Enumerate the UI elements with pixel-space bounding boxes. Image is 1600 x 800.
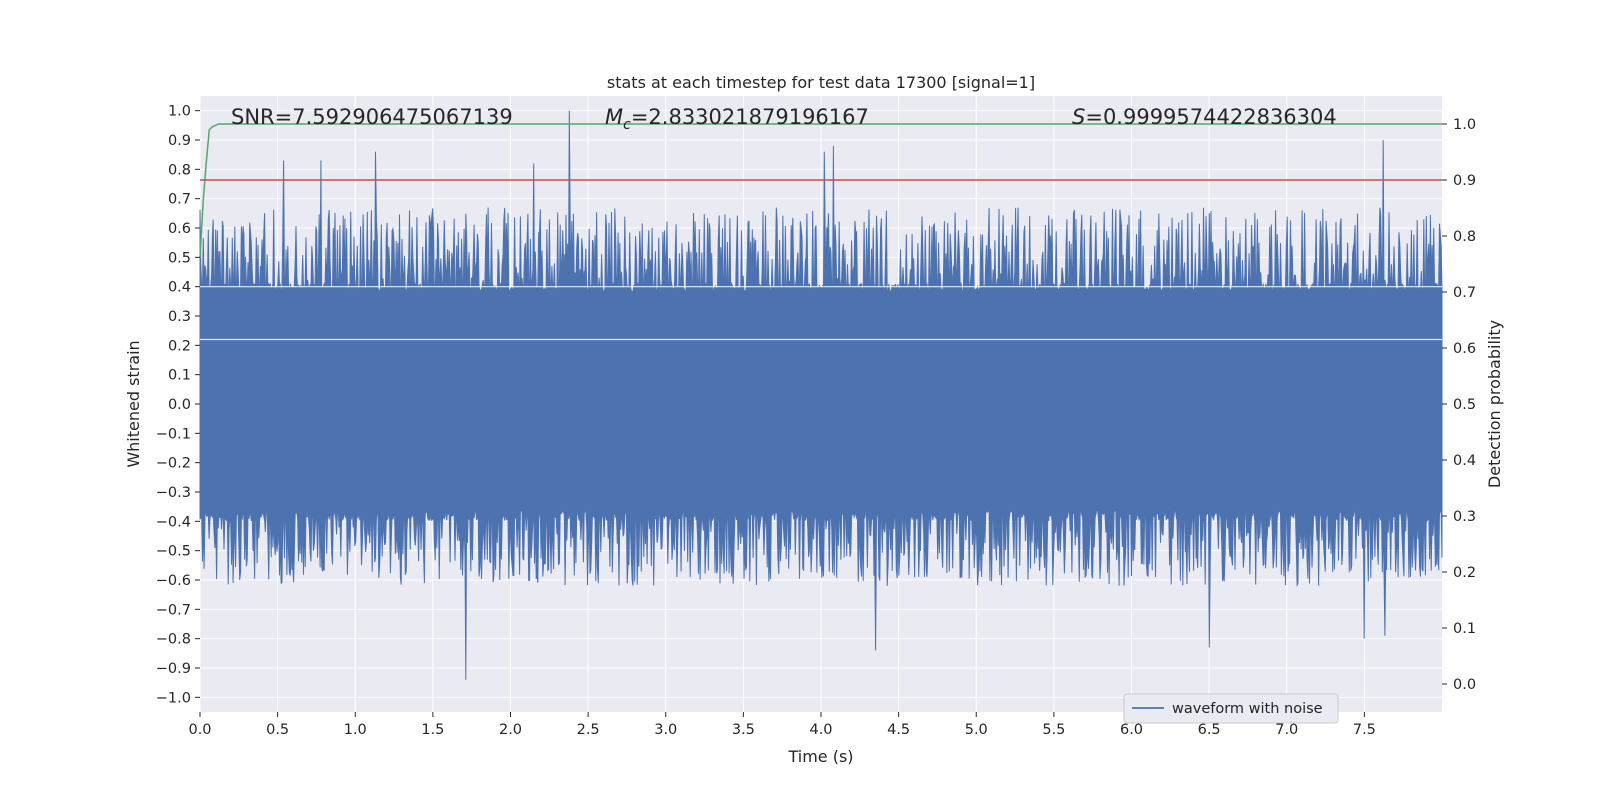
y-tick-label-left: 0.0 [168,397,191,413]
x-tick-label: 7.0 [1275,722,1298,738]
chirp-mass-annotation: Mc=2.833021879196167 [605,105,869,133]
waveform-series [199,110,1443,680]
y-tick-label-right: 0.3 [1453,509,1476,525]
y-tick-label-right: 0.0 [1453,677,1476,693]
x-tick-label: 3.0 [654,722,677,738]
y-axis-right: 1.0 0.9 0.8 0.7 0.6 0.5 0.4 0.3 0.2 0.1 0.0 [1442,117,1476,693]
y-tick-label-left: −0.3 [156,485,191,501]
legend: waveform with noise [1123,693,1339,724]
x-tick-label: 6.0 [1120,722,1143,738]
y-tick-label-right: 0.2 [1453,565,1476,581]
x-tick-label: 6.5 [1198,722,1221,738]
y-tick-label-right: 1.0 [1453,117,1476,133]
x-axis-label: Time (s) [787,747,853,766]
y-tick-label-left: 0.6 [168,221,191,237]
y-tick-label-left: 0.4 [168,280,191,296]
x-tick-label: 7.5 [1353,722,1376,738]
x-tick-label: 4.5 [887,722,910,738]
legend-label: waveform with noise [1172,701,1323,717]
x-tick-label: 0.0 [188,722,211,738]
probability-series [199,123,1442,259]
y-tick-label-right: 0.6 [1453,341,1476,357]
detection-probability-line [199,123,1442,259]
legend-box [1123,693,1339,724]
mc-symbol: M [605,105,623,129]
s-value: =0.9999574422836304 [1085,105,1336,129]
x-tick-label: 1.5 [421,722,444,738]
y-tick-label-right: 0.9 [1453,173,1476,189]
x-tick-label: 4.0 [809,722,832,738]
x-tick-label: 0.5 [266,722,289,738]
x-tick-label: 2.0 [499,722,522,738]
waveform-band [199,110,1443,680]
y-tick-label-right: 0.4 [1453,453,1476,469]
y-tick-label-right: 0.8 [1453,229,1476,245]
x-axis: 0.0 0.5 1.0 1.5 2.0 2.5 3.0 3.5 4.0 4.5 5.0 5.5 6.0 6… [188,712,1376,738]
y-tick-label-left: −0.6 [156,573,191,589]
y-tick-label-left: 0.8 [168,162,191,178]
x-tick-label: 2.5 [577,722,600,738]
y-tick-label-left: 0.2 [168,338,191,354]
y-axis-label-right: Detection probability [1485,320,1504,488]
y-tick-label-left: −0.2 [156,456,191,472]
y-tick-label-right: 0.5 [1453,397,1476,413]
x-tick-label: 5.0 [965,722,988,738]
y-tick-label-left: 0.3 [168,309,191,325]
y-tick-label-left: −0.5 [156,544,191,560]
y-tick-label-left: 0.5 [168,250,191,266]
s-symbol: S [1072,105,1085,129]
y-tick-label-left: 1.0 [168,104,191,120]
y-tick-label-left: −1.0 [156,690,191,706]
x-tick-label: 3.5 [732,722,755,738]
y-tick-label-left: 0.7 [168,192,191,208]
score-annotation: S=0.9999574422836304 [1072,105,1337,129]
y-tick-label-left: 0.1 [168,368,191,384]
y-tick-label-left: −0.4 [156,514,191,530]
snr-annotation: SNR=7.592906475067139 [231,105,513,129]
y-tick-label-right: 0.7 [1453,285,1476,301]
x-tick-label: 1.0 [344,722,367,738]
y-axis-left: 1.0 0.9 0.8 0.7 0.6 0.5 0.4 0.3 0.2 0.1 0.0 −0.1 −0.… [156,104,200,706]
y-tick-label-left: −0.1 [156,426,191,442]
x-tick-label: 5.5 [1042,722,1065,738]
mc-subscript: c [623,117,631,133]
y-tick-label-left: −0.7 [156,602,191,618]
mc-value: =2.833021879196167 [631,105,869,129]
y-tick-label-left: −0.9 [156,661,191,677]
y-tick-label-left: −0.8 [156,632,191,648]
y-axis-label-left: Whitened strain [124,340,143,467]
y-tick-label-right: 0.1 [1453,621,1476,637]
y-tick-label-left: 0.9 [168,133,191,149]
chart-title: stats at each timestep for test data 173… [607,73,1035,92]
